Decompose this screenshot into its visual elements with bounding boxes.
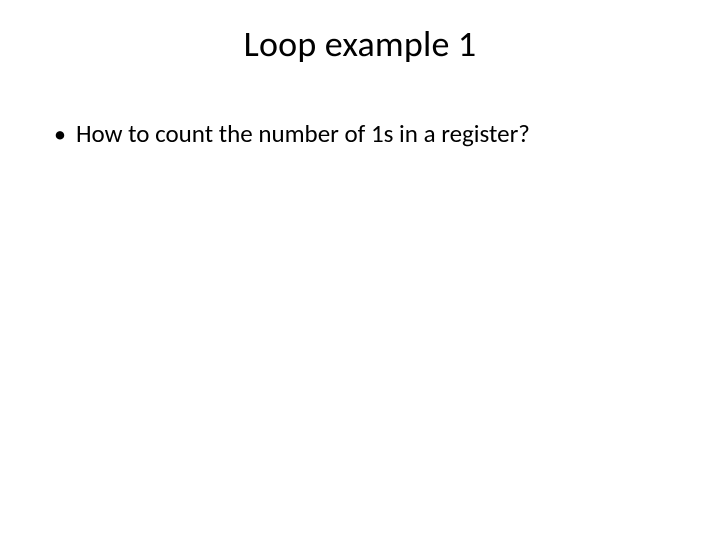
slide-body: • How to count the number of 1s in a reg…	[54, 118, 666, 150]
bullet-item: • How to count the number of 1s in a reg…	[54, 118, 666, 150]
slide-title: Loop example 1	[0, 22, 720, 66]
bullet-marker-icon: •	[54, 120, 66, 150]
slide: Loop example 1 • How to count the number…	[0, 0, 720, 540]
bullet-text: How to count the number of 1s in a regis…	[76, 118, 530, 149]
